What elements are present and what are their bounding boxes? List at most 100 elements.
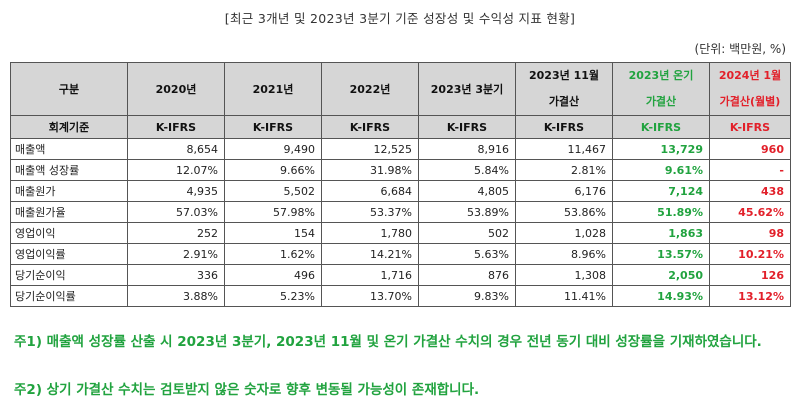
row-label: 매출액 성장률 [10, 159, 128, 181]
value-cell: 1,780 [321, 222, 419, 244]
standard-cell: K-IFRS [515, 115, 613, 139]
value-cell: 53.37% [321, 201, 419, 223]
financial-table: 구분 2020년 2021년 2022년 2023년 3분기 2023년 11월… [10, 62, 791, 307]
value-cell: 5.23% [224, 285, 322, 307]
value-cell: 11,467 [515, 138, 613, 160]
value-cell: 12.07% [127, 159, 225, 181]
value-cell: 7,124 [612, 180, 710, 202]
value-cell: 4,805 [418, 180, 516, 202]
value-cell: 4,935 [127, 180, 225, 202]
header-2023-nov: 2023년 11월 가결산 [515, 62, 613, 116]
value-cell: 1,028 [515, 222, 613, 244]
value-cell: 8,916 [418, 138, 516, 160]
value-cell: 13.12% [709, 285, 791, 307]
value-cell: 1.62% [224, 243, 322, 265]
table-row: 당기순이익률 3.88% 5.23% 13.70% 9.83% 11.41% 14.93% 1… [10, 285, 791, 307]
value-cell: 960 [709, 138, 791, 160]
value-cell: 2,050 [612, 264, 710, 286]
value-cell: 2.81% [515, 159, 613, 181]
header-2022: 2022년 [321, 62, 419, 116]
table-row: 영업이익률 2.91% 1.62% 14.21% 5.63% 8.96% 13.57% 10.… [10, 243, 791, 265]
table-row: 당기순이익 336 496 1,716 876 1,308 2,050 126 [10, 264, 791, 286]
header-2021: 2021년 [224, 62, 322, 116]
footnote-2: 주2) 상기 가결산 수치는 검토받지 않은 숫자로 향후 변동될 가능성이 존… [14, 382, 480, 398]
header-2023-full: 2023년 온기 가결산 [612, 62, 710, 116]
value-cell: 2.91% [127, 243, 225, 265]
value-cell: 57.98% [224, 201, 322, 223]
value-cell: 51.89% [612, 201, 710, 223]
value-cell: 14.93% [612, 285, 710, 307]
value-cell: 5.84% [418, 159, 516, 181]
value-cell: 31.98% [321, 159, 419, 181]
row-label: 매출원가 [10, 180, 128, 202]
value-cell: 9.66% [224, 159, 322, 181]
standard-cell: K-IFRS [612, 115, 710, 139]
header-2024-jan-line1: 2024년 1월 [718, 69, 782, 82]
table-row: 매출원가 4,935 5,502 6,684 4,805 6,176 7,124 438 [10, 180, 791, 202]
row-label: 영업이익률 [10, 243, 128, 265]
header-2023-full-line2: 가결산 [645, 95, 677, 108]
value-cell: 1,863 [612, 222, 710, 244]
row-label: 매출원가율 [10, 201, 128, 223]
value-cell: 496 [224, 264, 322, 286]
value-cell: 14.21% [321, 243, 419, 265]
value-cell: 6,684 [321, 180, 419, 202]
standard-cell: K-IFRS [418, 115, 516, 139]
value-cell: 5,502 [224, 180, 322, 202]
value-cell: - [709, 159, 791, 181]
value-cell: 1,716 [321, 264, 419, 286]
value-cell: 126 [709, 264, 791, 286]
header-2023-nov-line1: 2023년 11월 [529, 69, 599, 82]
value-cell: 876 [418, 264, 516, 286]
standard-label: 회계기준 [10, 115, 128, 139]
value-cell: 13.70% [321, 285, 419, 307]
value-cell: 11.41% [515, 285, 613, 307]
value-cell: 3.88% [127, 285, 225, 307]
value-cell: 98 [709, 222, 791, 244]
standard-cell: K-IFRS [127, 115, 225, 139]
header-row: 구분 2020년 2021년 2022년 2023년 3분기 2023년 11월… [10, 62, 791, 116]
value-cell: 12,525 [321, 138, 419, 160]
header-2023-nov-line2: 가결산 [548, 95, 580, 108]
header-2023-q3: 2023년 3분기 [418, 62, 516, 116]
value-cell: 9.61% [612, 159, 710, 181]
value-cell: 6,176 [515, 180, 613, 202]
value-cell: 336 [127, 264, 225, 286]
value-cell: 154 [224, 222, 322, 244]
header-2024-jan: 2024년 1월 가결산(월별) [709, 62, 791, 116]
table-row: 매출액 8,654 9,490 12,525 8,916 11,467 13,729 960 [10, 138, 791, 160]
row-label: 당기순이익 [10, 264, 128, 286]
standard-cell: K-IFRS [224, 115, 322, 139]
row-label: 매출액 [10, 138, 128, 160]
table-row: 매출원가율 57.03% 57.98% 53.37% 53.89% 53.86% 51.89… [10, 201, 791, 223]
table-title: [최근 3개년 및 2023년 3분기 기준 성장성 및 수익성 지표 현황] [224, 11, 576, 26]
value-cell: 53.86% [515, 201, 613, 223]
value-cell: 45.62% [709, 201, 791, 223]
value-cell: 13.57% [612, 243, 710, 265]
header-2023-full-line1: 2023년 온기 [628, 69, 694, 82]
unit-label: (단위: 백만원, %) [694, 42, 786, 56]
value-cell: 8,654 [127, 138, 225, 160]
footnote-1: 주1) 매출액 성장률 산출 시 2023년 3분기, 2023년 11월 및 … [14, 334, 762, 350]
header-category: 구분 [10, 62, 128, 116]
value-cell: 9.83% [418, 285, 516, 307]
standard-cell: K-IFRS [709, 115, 791, 139]
value-cell: 1,308 [515, 264, 613, 286]
value-cell: 5.63% [418, 243, 516, 265]
value-cell: 57.03% [127, 201, 225, 223]
value-cell: 252 [127, 222, 225, 244]
value-cell: 438 [709, 180, 791, 202]
standard-cell: K-IFRS [321, 115, 419, 139]
table-row: 매출액 성장률 12.07% 9.66% 31.98% 5.84% 2.81% 9.61% - [10, 159, 791, 181]
value-cell: 53.89% [418, 201, 516, 223]
value-cell: 13,729 [612, 138, 710, 160]
row-label: 당기순이익률 [10, 285, 128, 307]
standard-row: 회계기준 K-IFRS K-IFRS K-IFRS K-IFRS K-IFRS … [10, 115, 791, 139]
table-body: 매출액 8,654 9,490 12,525 8,916 11,467 13,729 960 매… [10, 138, 791, 307]
row-label: 영업이익 [10, 222, 128, 244]
value-cell: 10.21% [709, 243, 791, 265]
header-2020: 2020년 [127, 62, 225, 116]
value-cell: 502 [418, 222, 516, 244]
value-cell: 9,490 [224, 138, 322, 160]
header-2024-jan-line2: 가결산(월별) [719, 95, 781, 108]
